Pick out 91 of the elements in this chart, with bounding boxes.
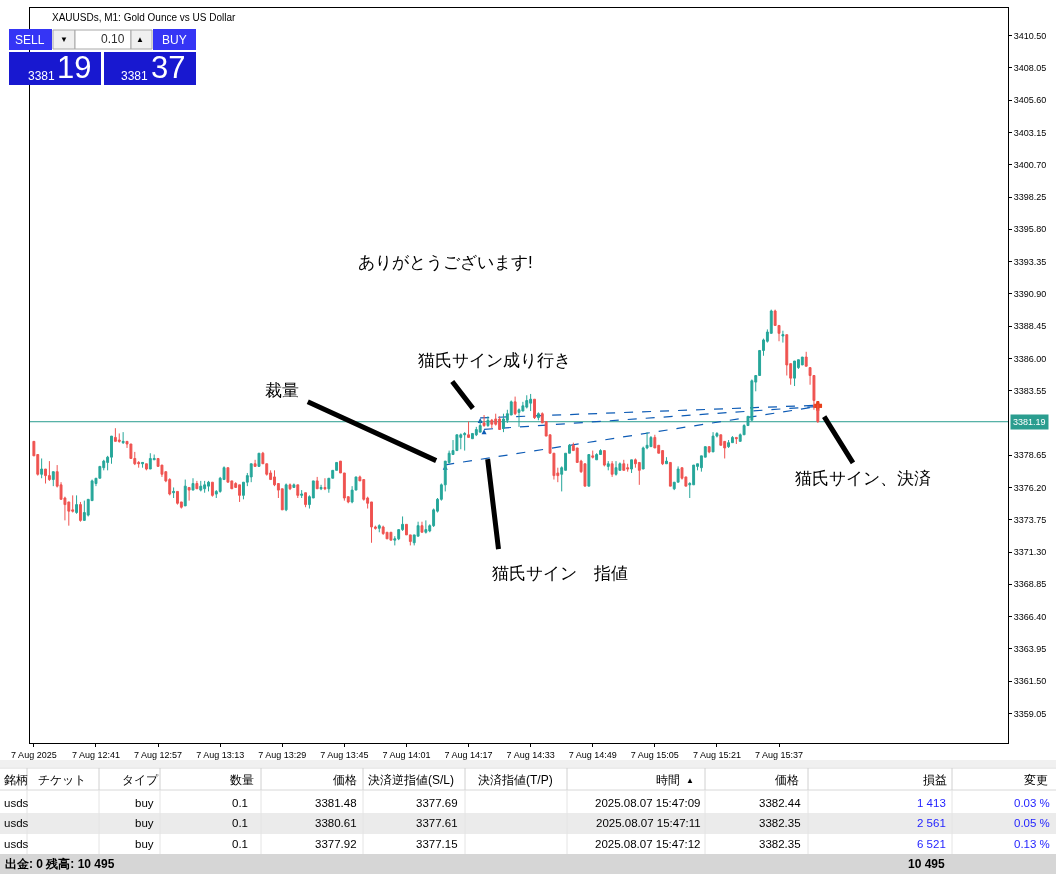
x-tick-label: 7 Aug 12:41: [71, 749, 120, 760]
x-tick-label: 7 Aug 2025: [11, 749, 57, 760]
text: 決済指値(T/P): [478, 773, 553, 787]
text: 1 413: [917, 797, 946, 809]
y-tick-label: 3388.45: [1013, 321, 1047, 332]
x-tick-label: 7 Aug 14:17: [444, 749, 493, 760]
text: usds: [4, 838, 29, 850]
annotation: ありがとうございます!: [358, 253, 533, 272]
text: 2 561: [917, 817, 946, 829]
text: 3382.35: [759, 817, 801, 829]
text: 3382.44: [759, 797, 802, 809]
text: 数量: [230, 773, 254, 787]
y-tick-label: 3376.20: [1013, 482, 1047, 493]
x-tick-label: 7 Aug 15:21: [692, 749, 741, 760]
annotation: 猫氏サイン成り行き: [418, 351, 571, 370]
text: usds: [4, 797, 29, 809]
text: 銘柄: [4, 773, 28, 787]
text: buy: [135, 817, 154, 829]
y-tick-label: 3410.50: [1013, 30, 1047, 41]
y-tick-label: 3395.80: [1013, 224, 1047, 235]
text: チケット: [38, 773, 86, 787]
text: 2025.08.07 15:47:09: [595, 797, 701, 809]
y-tick-label: 3393.35: [1013, 256, 1047, 267]
annotation: ▲: [136, 35, 144, 44]
y-tick-label: 3383.55: [1013, 385, 1047, 396]
annotation: 猫氏サイン 指値: [492, 564, 628, 583]
annotation: 37: [151, 50, 186, 85]
text: 価格: [775, 773, 799, 787]
text: 0.05 %: [1014, 817, 1050, 829]
text: usds: [4, 817, 29, 829]
text: タイプ: [122, 773, 159, 787]
annotation: BUY: [162, 33, 187, 47]
y-tick-label: 3403.15: [1013, 127, 1047, 138]
y-tick-label: 3390.90: [1013, 288, 1047, 299]
x-tick-label: 7 Aug 14:33: [506, 749, 555, 760]
ref-line-label: 3381.19: [1013, 417, 1046, 427]
text: 3381.48: [315, 797, 357, 809]
text: 0.03 %: [1014, 797, 1050, 809]
y-tick-label: 3378.65: [1013, 450, 1047, 461]
x-tick-label: 7 Aug 15:37: [755, 749, 804, 760]
y-tick-label: 3373.75: [1013, 514, 1047, 525]
annotation: ▼: [60, 35, 68, 44]
text: 価格: [333, 773, 357, 787]
text: ▲: [686, 776, 694, 785]
y-tick-label: 3405.60: [1013, 95, 1047, 106]
x-tick-label: 7 Aug 12:57: [134, 749, 183, 760]
text: 0.13 %: [1014, 838, 1050, 850]
y-tick-label: 3400.70: [1013, 159, 1047, 170]
x-tick-label: 7 Aug 13:45: [320, 749, 369, 760]
text: 決済逆指値(S/L): [368, 773, 455, 787]
annotation: 裁量: [265, 381, 299, 400]
text: 時間: [656, 773, 680, 787]
y-tick-label: 3398.25: [1013, 192, 1047, 203]
text: 2025.08.07 15:47:12: [595, 838, 701, 850]
text: 0.1: [232, 838, 248, 850]
text: 3382.35: [759, 838, 801, 850]
text: 0.1: [232, 817, 248, 829]
text: 3377.15: [416, 838, 458, 850]
annotation: 19: [57, 50, 92, 85]
text: buy: [135, 797, 154, 809]
x-tick-label: 7 Aug 14:01: [382, 749, 431, 760]
x-tick-label: 7 Aug 15:05: [630, 749, 679, 760]
annotation: SELL: [15, 33, 45, 47]
x-tick-label: 7 Aug 13:29: [258, 749, 307, 760]
text: 10 495: [908, 857, 946, 871]
y-tick-label: 3408.05: [1013, 63, 1047, 74]
text: 損益: [923, 773, 947, 787]
text: buy: [135, 838, 154, 850]
text: 3377.69: [416, 797, 458, 809]
annotation: 猫氏サイン、決済: [795, 469, 931, 488]
text: 出金: 0 残高: 10 495: [5, 857, 115, 871]
y-tick-label: 3371.30: [1013, 547, 1047, 558]
y-tick-label: 3363.95: [1013, 643, 1047, 654]
chart-title: XAUUSDs, M1: Gold Ounce vs US Dollar: [52, 11, 237, 23]
y-tick-label: 3386.00: [1013, 353, 1047, 364]
text: 0.1: [232, 797, 248, 809]
text: 変更: [1024, 773, 1048, 787]
y-tick-label: 3359.05: [1013, 708, 1047, 719]
y-tick-label: 3361.50: [1013, 676, 1047, 687]
y-tick-label: 3368.85: [1013, 579, 1047, 590]
annotation: 3381: [121, 69, 149, 83]
text: 2025.08.07 15:47:11: [596, 817, 701, 829]
annotation: 0.10: [101, 32, 125, 46]
y-tick-label: 3366.40: [1013, 611, 1047, 622]
x-tick-label: 7 Aug 14:49: [568, 749, 617, 760]
text: 6 521: [917, 838, 946, 850]
text: 3380.61: [315, 817, 357, 829]
annotation: 3381: [28, 69, 56, 83]
x-tick-label: 7 Aug 13:13: [196, 749, 245, 760]
text: 3377.61: [416, 817, 458, 829]
text: 3377.92: [315, 838, 357, 850]
